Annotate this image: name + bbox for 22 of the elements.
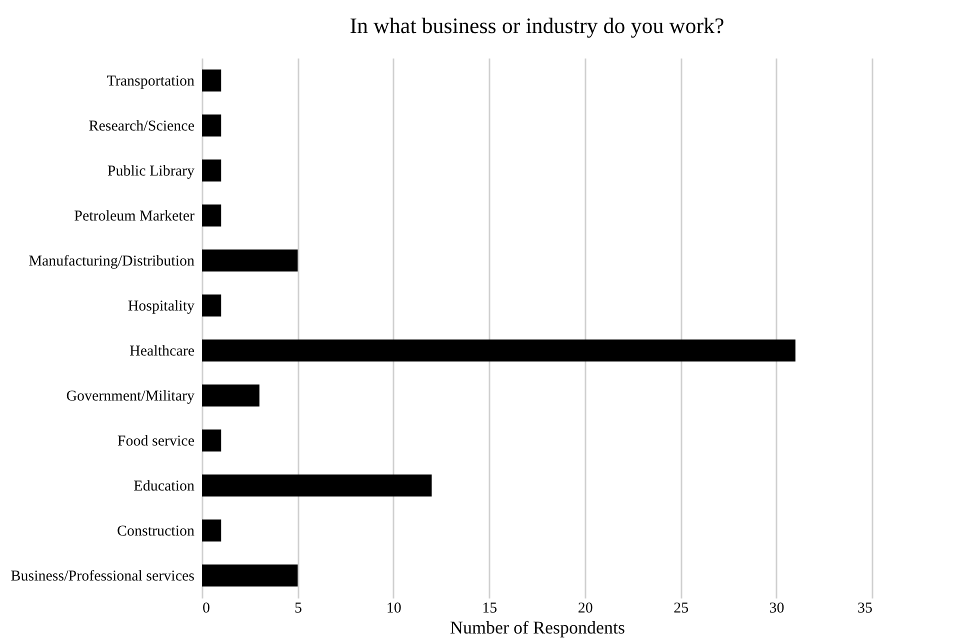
y-tick-label: Education (134, 478, 195, 494)
y-tick-label: Hospitality (128, 298, 195, 314)
x-tick-label: 10 (386, 600, 402, 616)
y-tick-label: Food service (117, 434, 195, 450)
y-tick-label: Business/Professional services (10, 568, 195, 584)
y-tick-label: Public Library (107, 164, 195, 180)
y-tick-label: Construction (117, 524, 195, 540)
x-tick-label: 5 (294, 600, 302, 616)
x-tick-label: 15 (482, 600, 498, 616)
x-tick-label: 25 (674, 600, 689, 616)
y-tick-label: Petroleum Marketer (74, 208, 195, 224)
y-tick-label: Manufacturing/Distribution (28, 254, 195, 270)
y-tick-label: Transportation (106, 74, 195, 90)
y-tick-label: Healthcare (130, 344, 195, 360)
y-tick-label: Research/Science (88, 118, 195, 134)
chart-title: In what business or industry do you work? (350, 13, 724, 38)
x-tick-label: 35 (858, 600, 872, 616)
x-tick-label: 30 (769, 600, 784, 616)
x-axis-title: Number of Respondents (450, 618, 625, 638)
y-tick-label: Government/Military (66, 388, 195, 404)
x-tick-label: 0 (202, 600, 210, 616)
x-tick-label: 20 (578, 600, 593, 616)
